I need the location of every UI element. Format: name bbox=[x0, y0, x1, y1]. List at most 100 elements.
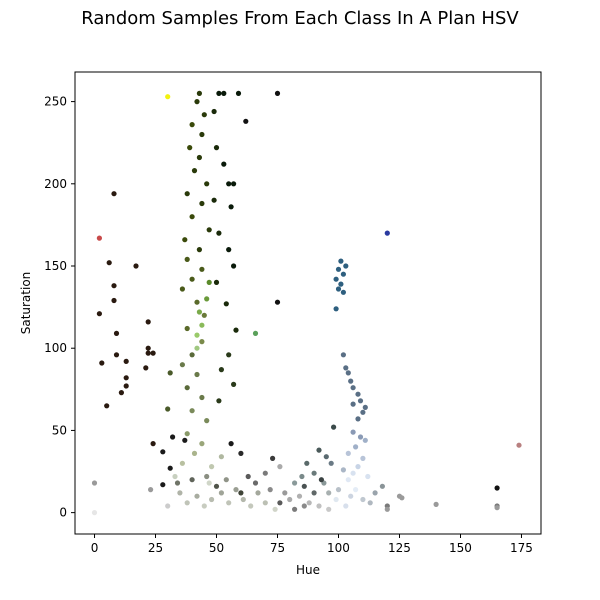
data-point bbox=[196, 90, 202, 96]
data-point bbox=[340, 289, 346, 295]
data-point bbox=[362, 404, 368, 410]
data-point bbox=[104, 403, 110, 409]
data-point bbox=[160, 482, 166, 488]
data-point bbox=[199, 339, 205, 345]
data-point bbox=[199, 441, 205, 447]
data-point bbox=[333, 306, 339, 312]
data-point bbox=[96, 235, 102, 241]
data-point bbox=[228, 441, 234, 447]
data-point bbox=[311, 470, 317, 476]
data-point bbox=[194, 99, 200, 105]
data-point bbox=[350, 429, 356, 435]
data-point bbox=[204, 473, 210, 480]
data-point bbox=[262, 500, 268, 506]
data-point bbox=[213, 145, 220, 151]
data-point bbox=[145, 350, 151, 356]
data-point bbox=[189, 477, 195, 483]
data-point bbox=[343, 365, 349, 371]
data-point bbox=[179, 286, 185, 292]
data-point bbox=[231, 381, 237, 387]
data-point bbox=[194, 299, 200, 305]
data-point bbox=[277, 500, 283, 506]
data-point bbox=[91, 480, 98, 486]
data-point bbox=[494, 485, 500, 491]
data-point bbox=[350, 401, 356, 407]
data-point bbox=[184, 385, 190, 391]
y-tick-label: 100 bbox=[44, 341, 67, 355]
plot-frame bbox=[74, 71, 542, 535]
x-tick-label: 125 bbox=[388, 541, 411, 555]
data-point bbox=[331, 424, 337, 430]
data-point bbox=[516, 442, 522, 448]
data-point bbox=[111, 297, 117, 304]
data-point bbox=[340, 271, 346, 277]
data-point bbox=[213, 483, 220, 489]
data-point bbox=[91, 509, 98, 516]
data-point bbox=[357, 398, 364, 404]
data-point bbox=[335, 487, 342, 493]
data-point bbox=[211, 108, 217, 115]
data-point bbox=[360, 496, 366, 503]
data-point bbox=[201, 312, 207, 318]
data-point bbox=[348, 378, 354, 384]
data-point bbox=[350, 385, 356, 391]
data-point bbox=[360, 409, 366, 415]
data-point bbox=[231, 263, 237, 269]
data-point bbox=[362, 437, 368, 443]
data-point bbox=[170, 434, 176, 440]
data-point bbox=[133, 263, 139, 269]
data-point bbox=[274, 90, 281, 96]
data-point bbox=[194, 493, 200, 499]
data-point bbox=[226, 500, 232, 506]
data-point bbox=[204, 418, 210, 424]
x-tick-label: 25 bbox=[148, 541, 163, 555]
data-point bbox=[345, 370, 351, 376]
data-point bbox=[365, 473, 371, 480]
data-point bbox=[218, 454, 224, 460]
data-point bbox=[326, 506, 332, 512]
data-point bbox=[270, 455, 276, 461]
data-point bbox=[184, 431, 190, 437]
data-point bbox=[353, 444, 359, 450]
data-point bbox=[226, 181, 232, 187]
data-point bbox=[216, 398, 222, 404]
data-point bbox=[292, 506, 298, 512]
y-tick-label: 0 bbox=[59, 506, 67, 520]
data-point bbox=[199, 322, 205, 328]
data-point bbox=[206, 227, 212, 233]
y-axis-label: Saturation bbox=[19, 272, 33, 335]
data-point bbox=[238, 490, 244, 496]
data-point bbox=[323, 454, 329, 460]
data-point bbox=[343, 263, 349, 269]
data-point bbox=[182, 237, 188, 243]
data-point bbox=[335, 286, 342, 292]
data-point bbox=[228, 204, 234, 210]
data-point bbox=[111, 191, 117, 197]
data-point bbox=[226, 247, 232, 253]
data-point bbox=[223, 301, 229, 307]
data-point bbox=[301, 483, 307, 489]
data-point bbox=[123, 375, 129, 381]
data-point bbox=[111, 283, 117, 289]
data-point bbox=[106, 260, 112, 266]
data-point bbox=[201, 112, 207, 118]
data-point bbox=[316, 447, 322, 453]
data-point bbox=[304, 460, 310, 466]
data-point bbox=[243, 118, 249, 124]
data-point bbox=[333, 276, 339, 282]
data-point bbox=[287, 496, 293, 503]
data-point bbox=[148, 487, 154, 493]
data-point bbox=[233, 487, 239, 493]
data-point bbox=[360, 455, 366, 461]
data-point bbox=[194, 371, 200, 378]
data-point bbox=[335, 266, 342, 272]
y-tick-label: 250 bbox=[44, 95, 67, 109]
data-point bbox=[160, 449, 166, 455]
data-point bbox=[213, 279, 220, 285]
data-point bbox=[326, 490, 332, 496]
data-point bbox=[194, 345, 200, 351]
data-point bbox=[150, 441, 156, 447]
data-point bbox=[345, 477, 351, 483]
x-axis: 0 25 50 75 100 125 150 175 bbox=[91, 534, 533, 555]
data-point bbox=[367, 500, 373, 506]
